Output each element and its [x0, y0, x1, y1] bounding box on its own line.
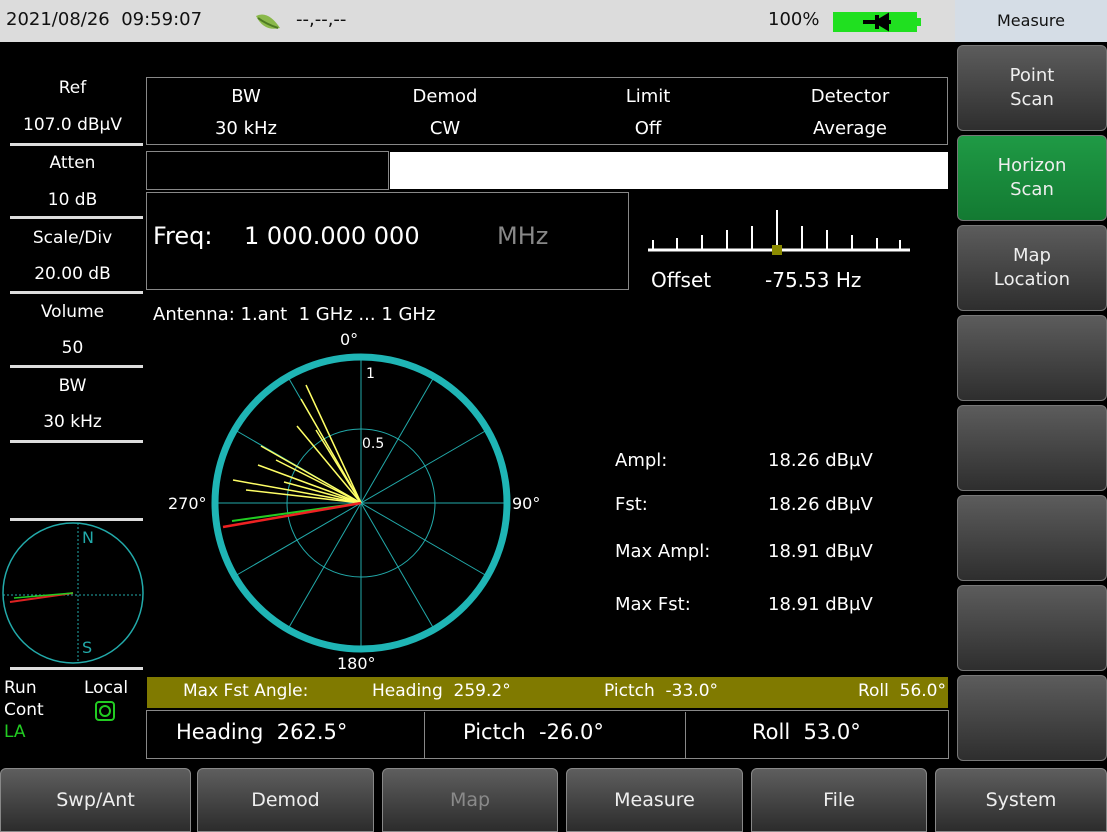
menu-button[interactable]: Demod: [197, 768, 374, 832]
gps-status: --,--,--: [296, 9, 347, 30]
offset-label: Offset: [651, 268, 712, 292]
softkey-label: Map Location: [993, 245, 1071, 290]
menu-button[interactable]: System: [935, 768, 1107, 832]
readout-value: 18.91 dBµV: [768, 541, 873, 562]
separator: [10, 291, 143, 294]
compass: [2, 522, 144, 664]
angle-label: 0°: [340, 330, 359, 349]
param-label: BW: [58, 376, 87, 396]
setting-value: CW: [429, 118, 461, 139]
input-box: [146, 151, 389, 190]
setting-label: Demod: [412, 86, 478, 107]
param-value: 10 dB: [47, 190, 98, 210]
gps-icon: [256, 14, 280, 29]
max-roll: Roll 56.0°: [857, 681, 946, 701]
softkey-empty[interactable]: [957, 495, 1107, 581]
readout-label: Max Fst:: [615, 594, 691, 615]
radius-label: 1: [366, 366, 375, 382]
setting-value: 30 kHz: [214, 118, 278, 139]
setting-value: Average: [813, 118, 887, 139]
settings-box: [146, 77, 948, 145]
offset-scale: [648, 210, 910, 255]
softkey-empty[interactable]: [957, 585, 1107, 671]
softkey[interactable]: Map Location: [957, 225, 1107, 311]
mode-status: LA: [4, 722, 26, 742]
softkey-empty[interactable]: [957, 315, 1107, 401]
angle-label: 90°: [512, 494, 541, 513]
readout-label: Ampl:: [615, 450, 668, 471]
param-value: 107.0 dBµV: [23, 115, 122, 135]
heading: Heading 262.5°: [176, 720, 348, 744]
freq-label: Freq:: [153, 222, 213, 250]
polar-plot: [211, 353, 511, 653]
softkey-label: Horizon Scan: [997, 155, 1067, 200]
menu-title: Measure: [955, 0, 1107, 42]
param-label: Volume: [40, 302, 105, 322]
divider: [685, 712, 686, 758]
softkey-label: Point Scan: [1009, 65, 1055, 110]
separator: [10, 365, 143, 368]
readout-label: Max Ampl:: [615, 541, 711, 562]
param-value: 20.00 dB: [34, 264, 111, 284]
compass-south: S: [82, 638, 93, 657]
status-bar: [0, 0, 955, 42]
local-status: Local: [84, 678, 129, 698]
battery-icon: [833, 12, 921, 32]
readout-value: 18.26 dBµV: [768, 494, 873, 515]
menu-button[interactable]: Measure: [566, 768, 743, 832]
max-pitch: Pictch -33.0°: [604, 681, 719, 701]
softkey-active[interactable]: Horizon Scan: [957, 135, 1107, 221]
separator: [10, 440, 143, 443]
menu-button[interactable]: File: [751, 768, 927, 832]
divider: [424, 712, 425, 758]
param-label: Atten: [49, 153, 96, 173]
datetime: 2021/08/26 09:59:07: [6, 9, 203, 30]
cont-status: Cont: [4, 700, 44, 720]
softkey[interactable]: Point Scan: [957, 45, 1107, 131]
setting-label: Detector: [810, 86, 890, 107]
menu-button[interactable]: Swp/Ant: [0, 768, 191, 832]
freq-unit: MHz: [497, 222, 549, 250]
setting-value: Off: [634, 118, 662, 139]
separator: [10, 143, 143, 146]
max-angle-bar: [147, 677, 948, 708]
param-value: 30 kHz: [43, 412, 102, 432]
battery-level: 100%: [768, 9, 820, 30]
separator: [10, 216, 143, 219]
softkey-empty[interactable]: [957, 675, 1107, 761]
roll: Roll 53.0°: [752, 720, 861, 744]
angle-label: 270°: [168, 494, 207, 513]
angle-label: 180°: [337, 654, 376, 673]
setting-label: BW: [231, 86, 261, 107]
run-status: Run: [4, 678, 37, 698]
separator: [10, 518, 143, 521]
readout-label: Fst:: [615, 494, 648, 515]
softkey-empty[interactable]: [957, 405, 1107, 491]
separator: [10, 667, 143, 670]
input-field: [390, 152, 948, 189]
freq-box: [146, 192, 629, 290]
compass-north: N: [82, 528, 94, 547]
param-value: 50: [61, 338, 84, 358]
orientation-box: [146, 710, 949, 759]
param-label: Scale/Div: [32, 228, 113, 248]
offset-value: -75.53 Hz: [765, 268, 862, 292]
readout-value: 18.26 dBµV: [768, 450, 873, 471]
readout-value: 18.91 dBµV: [768, 594, 873, 615]
freq-value: 1 000.000 000: [244, 222, 420, 250]
camera-icon: [95, 701, 115, 721]
max-heading: Heading 259.2°: [372, 681, 511, 701]
antenna-info: Antenna: 1.ant 1 GHz ... 1 GHz: [153, 304, 436, 325]
pitch: Pictch -26.0°: [463, 720, 604, 744]
radius-label: 0.5: [362, 436, 385, 452]
param-label: Ref: [58, 78, 87, 98]
setting-label: Limit: [625, 86, 671, 107]
menu-button-disabled[interactable]: Map: [382, 768, 558, 832]
max-angle-label: Max Fst Angle:: [183, 681, 309, 701]
